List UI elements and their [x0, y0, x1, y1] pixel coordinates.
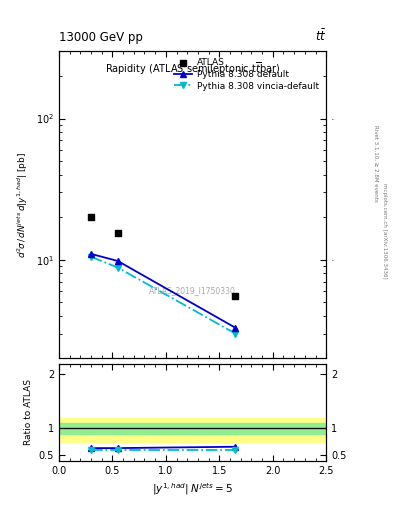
Legend: ATLAS, Pythia 8.308 default, Pythia 8.308 vincia-default: ATLAS, Pythia 8.308 default, Pythia 8.30… — [172, 56, 322, 94]
Text: Rapidity (ATLAS semileptonic t$\overline{t}$bar): Rapidity (ATLAS semileptonic t$\overline… — [105, 60, 280, 77]
ATLAS — [115, 229, 121, 237]
Y-axis label: Ratio to ATLAS: Ratio to ATLAS — [24, 379, 33, 445]
Pythia 8.308 default — [89, 251, 94, 257]
Text: 13000 GeV pp: 13000 GeV pp — [59, 31, 143, 44]
Pythia 8.308 default — [233, 325, 238, 331]
Bar — [59, 418, 326, 442]
X-axis label: $|y^{1,had}|\;N^{jets} = 5$: $|y^{1,had}|\;N^{jets} = 5$ — [152, 481, 233, 497]
Pythia 8.308 vincia-default — [89, 253, 94, 260]
ATLAS — [232, 292, 239, 301]
Pythia 8.308 vincia-default — [116, 265, 120, 271]
Text: Rivet 3.1.10, ≥ 2.8M events: Rivet 3.1.10, ≥ 2.8M events — [373, 125, 378, 202]
Line: Pythia 8.308 vincia-default: Pythia 8.308 vincia-default — [88, 253, 239, 337]
Bar — [59, 423, 326, 434]
Text: mcplots.cern.ch [arXiv:1306.3436]: mcplots.cern.ch [arXiv:1306.3436] — [382, 183, 387, 278]
Text: ATLAS_2019_I1750330: ATLAS_2019_I1750330 — [149, 286, 236, 295]
ATLAS — [88, 213, 94, 221]
Line: Pythia 8.308 default: Pythia 8.308 default — [88, 251, 239, 331]
Text: $t\bar{t}$: $t\bar{t}$ — [315, 28, 326, 44]
Y-axis label: $d^2\!\sigma\,/\,dN^{jets}\,d|y^{1,had}|\;[\mathrm{pb}]$: $d^2\!\sigma\,/\,dN^{jets}\,d|y^{1,had}|… — [16, 152, 30, 258]
Pythia 8.308 default — [116, 258, 120, 264]
Pythia 8.308 vincia-default — [233, 330, 238, 336]
